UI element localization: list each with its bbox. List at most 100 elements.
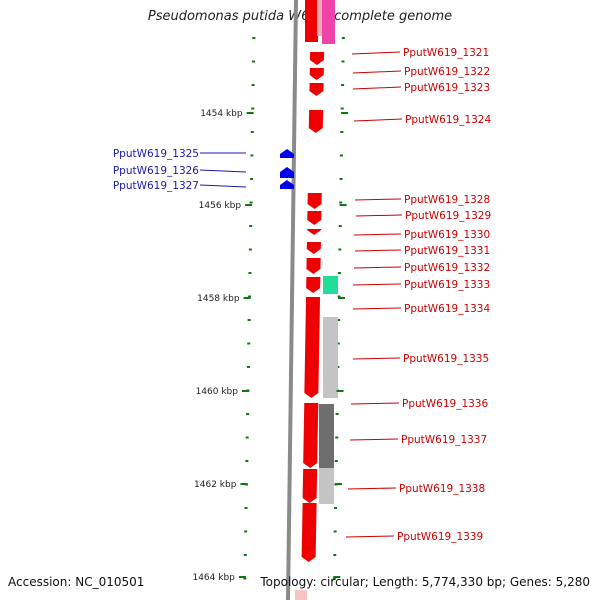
cds-block-magenta: [322, 0, 335, 44]
tick-mark-right: [340, 131, 344, 133]
tick-mark-right: [337, 319, 341, 321]
leader-line: [353, 266, 402, 269]
gene-arrow-forward: [307, 193, 322, 209]
tick-mark-left: [247, 319, 251, 321]
gene-arrow-forward: [308, 110, 324, 133]
gene-label-forward: PputW619_1334: [404, 303, 490, 315]
tick-mark-left: [245, 460, 249, 462]
major-tick-right: [334, 483, 342, 485]
scale-label: 1456 kbp: [199, 201, 242, 211]
gene-label-forward: PputW619_1324: [405, 114, 491, 126]
gene-arrow-partial: [305, 0, 318, 42]
tick-mark-right: [339, 154, 343, 157]
tick-mark-right: [335, 413, 339, 415]
tick-mark-right: [341, 84, 345, 86]
scale-label: 1460 kbp: [196, 387, 239, 397]
leader-line: [199, 169, 247, 173]
scale-ticks: [243, 37, 345, 580]
gene-label-reverse: PputW619_1327: [113, 180, 199, 192]
gene-label-forward: PputW619_1328: [404, 194, 490, 206]
tick-mark-left: [243, 577, 247, 580]
gene-arrow-forward: [304, 297, 321, 398]
tick-mark-left: [248, 295, 252, 298]
leader-line: [352, 70, 402, 74]
tick-mark-right: [334, 507, 338, 509]
gene-arrow-forward: [309, 83, 324, 96]
genome-backbone: [286, 0, 307, 600]
tick-mark-right: [341, 37, 345, 39]
tick-mark-right: [335, 436, 339, 439]
cds-block: [319, 468, 334, 504]
gene-arrow-forward: [309, 52, 325, 65]
gene-features: [280, 0, 338, 562]
tick-mark-right: [339, 201, 343, 204]
tick-mark-left: [249, 201, 253, 204]
scale-label: 1454 kbp: [200, 109, 243, 119]
genome-title: Pseudomonas putida W619, complete genome: [147, 9, 453, 24]
scale-label: 1458 kbp: [197, 294, 240, 304]
major-tick-right: [336, 390, 344, 392]
leader-line: [353, 118, 403, 122]
gene-label-forward: PputW619_1332: [404, 262, 490, 274]
tick-mark-left: [251, 60, 255, 63]
tick-mark-left: [251, 84, 255, 86]
gene-label-forward: PputW619_1329: [405, 210, 491, 222]
leader-line: [354, 249, 402, 252]
leader-line: [345, 535, 395, 538]
tick-mark-left: [247, 342, 251, 345]
tick-mark-right: [334, 460, 338, 462]
gene-arrow-forward: [303, 403, 319, 468]
major-tick-left: [246, 112, 254, 114]
leader-line: [353, 233, 402, 236]
gene-label-forward: PputW619_1321: [403, 47, 489, 59]
gene-label-forward: PputW619_1323: [404, 82, 490, 94]
tick-mark-left: [243, 554, 247, 556]
gene-label-reverse: PputW619_1326: [113, 165, 199, 177]
gene-label-forward: PputW619_1330: [404, 229, 490, 241]
tick-mark-left: [246, 366, 250, 368]
major-tick-right: [339, 204, 347, 206]
gene-labels: PputW619_1321 PputW619_1322 PputW619_1323 P…: [113, 47, 492, 543]
major-tick-left: [241, 390, 249, 392]
gene-arrow-forward: [302, 469, 318, 503]
gene-arrow-forward: [309, 68, 324, 80]
tick-mark-right: [340, 107, 344, 110]
leader-line: [350, 402, 400, 405]
gene-label-forward: PputW619_1339: [397, 531, 483, 543]
leader-line: [354, 198, 402, 201]
major-tick-right: [341, 112, 349, 114]
tick-mark-right: [341, 60, 345, 63]
tick-mark-right: [332, 577, 336, 580]
scale-label: 1462 kbp: [194, 480, 237, 490]
leader-line: [349, 438, 399, 441]
tick-mark-right: [337, 295, 341, 298]
gene-label-reverse: PputW619_1325: [113, 148, 199, 160]
tick-mark-left: [246, 413, 250, 415]
tick-mark-left: [250, 178, 254, 180]
tick-mark-right: [338, 248, 342, 251]
tick-mark-left: [252, 37, 256, 39]
topology-text: Topology: circular; Length: 5,774,330 bp…: [260, 575, 590, 589]
backbone-end: [295, 590, 307, 600]
gene-arrow-forward: [306, 242, 321, 254]
cds-block-dark: [319, 404, 334, 468]
major-tick-left: [238, 576, 246, 578]
accession-text: Accession: NC_010501: [8, 575, 145, 589]
leader-line: [352, 86, 402, 90]
backbone-line: [286, 0, 298, 600]
tick-mark-right: [336, 342, 340, 345]
tick-mark-right: [337, 272, 341, 274]
tick-mark-left: [250, 154, 254, 157]
tick-mark-right: [339, 178, 343, 180]
tick-mark-left: [244, 530, 248, 533]
gene-arrow-reverse: [280, 180, 294, 189]
gene-label-forward: PputW619_1331: [404, 245, 490, 257]
major-tick-right: [338, 297, 346, 299]
tick-mark-left: [248, 272, 252, 274]
leader-line: [352, 357, 401, 360]
leader-line: [199, 184, 247, 188]
tick-mark-left: [249, 225, 253, 227]
gene-arrow-reverse: [280, 167, 294, 178]
gene-label-forward: PputW619_1338: [399, 483, 485, 495]
